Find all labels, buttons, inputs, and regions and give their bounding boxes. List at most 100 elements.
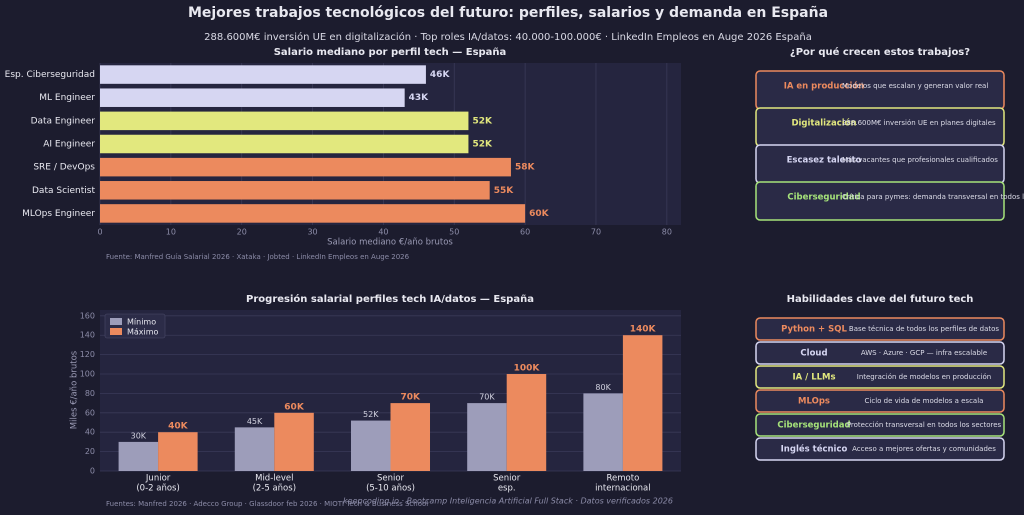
- x-tick-label: (5-10 años): [366, 484, 415, 494]
- card-title: IA en producción: [784, 81, 865, 92]
- legend-label: Mínimo: [127, 318, 156, 327]
- bar: [583, 393, 623, 471]
- y-tick-label: 60: [85, 408, 95, 417]
- x-tick-label: Remoto: [607, 474, 640, 484]
- bar: [234, 427, 275, 471]
- card: [755, 341, 1005, 365]
- bar: [350, 420, 391, 471]
- y-tick-label: 160: [80, 311, 95, 320]
- bar: [118, 441, 159, 471]
- x-tick-label: 70: [591, 228, 601, 237]
- card: [755, 437, 1005, 461]
- x-tick-label: Junior: [145, 474, 171, 484]
- x-tick-label: 60: [520, 228, 530, 237]
- x-tick-label: Senior: [493, 474, 521, 484]
- card: [755, 181, 1005, 221]
- bar: [100, 157, 511, 177]
- x-tick-label: 10: [166, 228, 176, 237]
- page-title: Mejores trabajos tecnológicos del futuro…: [188, 5, 828, 21]
- card-text: Acceso a mejores ofertas y comunidades: [852, 445, 996, 453]
- legend-swatch: [110, 328, 122, 335]
- card-text: Ciclo de vida de modelos a escala: [865, 397, 984, 405]
- x-tick-label: Senior: [377, 474, 405, 484]
- card-text: Más vacantes que profesionales cualifica…: [842, 156, 998, 164]
- card: [755, 413, 1005, 437]
- value-label: 70K: [401, 393, 422, 403]
- value-label: 43K: [409, 93, 430, 103]
- chart-title: Salario mediano por perfil tech — España: [274, 47, 507, 58]
- x-tick-label: 40: [378, 228, 388, 237]
- value-label: 60K: [284, 402, 305, 412]
- y-tick-label: AI Engineer: [43, 140, 95, 150]
- value-label: 58K: [515, 163, 536, 173]
- card-text: Integración de modelos en producción: [857, 373, 992, 381]
- card-title: Python + SQL: [781, 325, 847, 335]
- value-label: 40K: [168, 422, 189, 432]
- x-tick-label: 50: [449, 228, 459, 237]
- value-label: 52K: [472, 116, 493, 126]
- legend-label: Máximo: [127, 328, 159, 337]
- panel-title: ¿Por qué crecen estos trabajos?: [790, 46, 970, 58]
- bar: [506, 374, 547, 471]
- card-text: Crítica para pymes: demanda transversal …: [842, 193, 1024, 201]
- x-tick-label: 30: [307, 228, 317, 237]
- card-title: Ciberseguridad: [787, 193, 860, 203]
- x-tick-label: esp.: [498, 484, 516, 494]
- panel-title: Habilidades clave del futuro tech: [787, 294, 974, 305]
- legend-swatch: [110, 318, 122, 325]
- card-title: Digitalización: [791, 118, 856, 129]
- y-tick-label: 140: [80, 331, 95, 340]
- bar: [100, 204, 526, 223]
- card: [755, 365, 1005, 389]
- x-tick-label: 80: [662, 228, 672, 237]
- y-tick-label: 80: [85, 389, 95, 398]
- value-label: 30K: [131, 431, 147, 440]
- card-text: Protección transversal en todos los sect…: [847, 421, 1002, 429]
- bar: [158, 432, 198, 471]
- value-label: 52K: [363, 410, 379, 419]
- value-label: 45K: [247, 417, 263, 426]
- card-title: MLOps: [798, 397, 830, 407]
- y-tick-label: MLOps Engineer: [22, 209, 95, 219]
- bar: [100, 65, 426, 84]
- y-tick-label: Data Engineer: [31, 116, 96, 126]
- bar: [100, 181, 490, 200]
- card-title: Escasez talento: [787, 156, 862, 166]
- value-label: 60K: [529, 209, 550, 219]
- card-title: Inglés técnico: [781, 444, 848, 455]
- card-title: Cloud: [800, 349, 827, 359]
- value-label: 70K: [479, 393, 495, 402]
- card-text: AWS · Azure · GCP — infra escalable: [861, 349, 987, 357]
- x-tick-label: 20: [237, 228, 247, 237]
- x-tick-label: (2-5 años): [253, 484, 296, 494]
- y-tick-label: Esp. Ciberseguridad: [5, 70, 95, 80]
- card-text: 288.600M€ inversión UE en planes digital…: [842, 119, 996, 127]
- footer: keepcoding.io · Bootcamp Inteligencia Ar…: [343, 497, 673, 506]
- y-tick-label: 120: [80, 350, 95, 359]
- x-tick-label: Mid-level: [255, 474, 293, 484]
- y-tick-label: 100: [80, 370, 95, 379]
- y-tick-label: SRE / DevOps: [33, 163, 95, 173]
- bar: [100, 134, 469, 154]
- card-title: Ciberseguridad: [777, 421, 850, 431]
- value-label: 100K: [514, 364, 541, 374]
- source: Fuentes: Manfred 2026 · Adecco Group · G…: [106, 500, 428, 508]
- page-subtitle: 288.600M€ inversión UE en digitalización…: [204, 31, 812, 43]
- bar: [622, 335, 663, 471]
- x-axis-label: Salario mediano €/año brutos: [327, 238, 453, 248]
- card-text: Base técnica de todos los perfiles de da…: [849, 325, 1000, 333]
- card: [755, 317, 1005, 341]
- value-label: 80K: [595, 383, 611, 392]
- bar: [390, 403, 431, 471]
- card-text: Modelos que escalan y generan valor real: [842, 82, 988, 90]
- y-tick-label: 20: [85, 447, 95, 456]
- bar: [467, 403, 507, 471]
- y-axis-label: Miles €/año brutos: [70, 350, 80, 429]
- value-label: 46K: [430, 70, 451, 80]
- chart-title: Progresión salarial perfiles tech IA/dat…: [246, 293, 534, 305]
- bar: [274, 412, 314, 471]
- card: [755, 389, 1005, 413]
- y-tick-label: 40: [85, 428, 95, 437]
